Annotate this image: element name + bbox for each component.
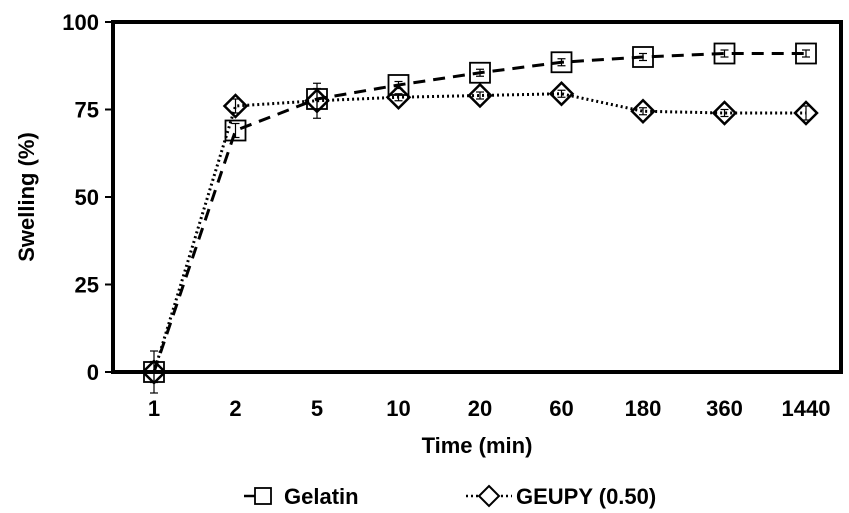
x-tick-label: 1440: [782, 396, 831, 421]
legend: Gelatin GEUPY (0.50): [244, 484, 656, 509]
x-tick-label: 5: [311, 396, 323, 421]
series-geupy-0-50: [143, 83, 817, 393]
y-axis-title: Swelling (%): [14, 132, 39, 262]
series-line-geupy-0-50: [154, 94, 806, 372]
x-tick-label: 10: [386, 396, 410, 421]
x-tick-label: 180: [625, 396, 662, 421]
x-tick-label: 20: [468, 396, 492, 421]
y-tick-label: 100: [62, 10, 99, 35]
x-tick-label: 1: [148, 396, 160, 421]
y-tick-label: 75: [75, 98, 99, 123]
x-axis-title: Time (min): [422, 433, 533, 458]
x-tick-label: 60: [549, 396, 573, 421]
x-tick-label: 2: [229, 396, 241, 421]
legend-geupy-marker: [479, 486, 499, 506]
legend-gelatin-marker: [255, 488, 271, 504]
legend-geupy-label: GEUPY (0.50): [516, 484, 656, 509]
plot-area: [143, 44, 817, 394]
x-axis-ticks: 1 2 5 10 20 60 180 360 1440: [148, 396, 831, 421]
y-axis-ticks: 0 25 50 75 100: [62, 10, 113, 385]
y-tick-label: 0: [87, 360, 99, 385]
legend-gelatin-label: Gelatin: [284, 484, 359, 509]
series-line-gelatin: [154, 54, 806, 373]
y-tick-label: 25: [75, 273, 99, 298]
y-tick-label: 50: [75, 185, 99, 210]
x-tick-label: 360: [706, 396, 743, 421]
legend-item-gelatin: Gelatin: [244, 484, 359, 509]
legend-item-geupy: GEUPY (0.50): [466, 484, 656, 509]
